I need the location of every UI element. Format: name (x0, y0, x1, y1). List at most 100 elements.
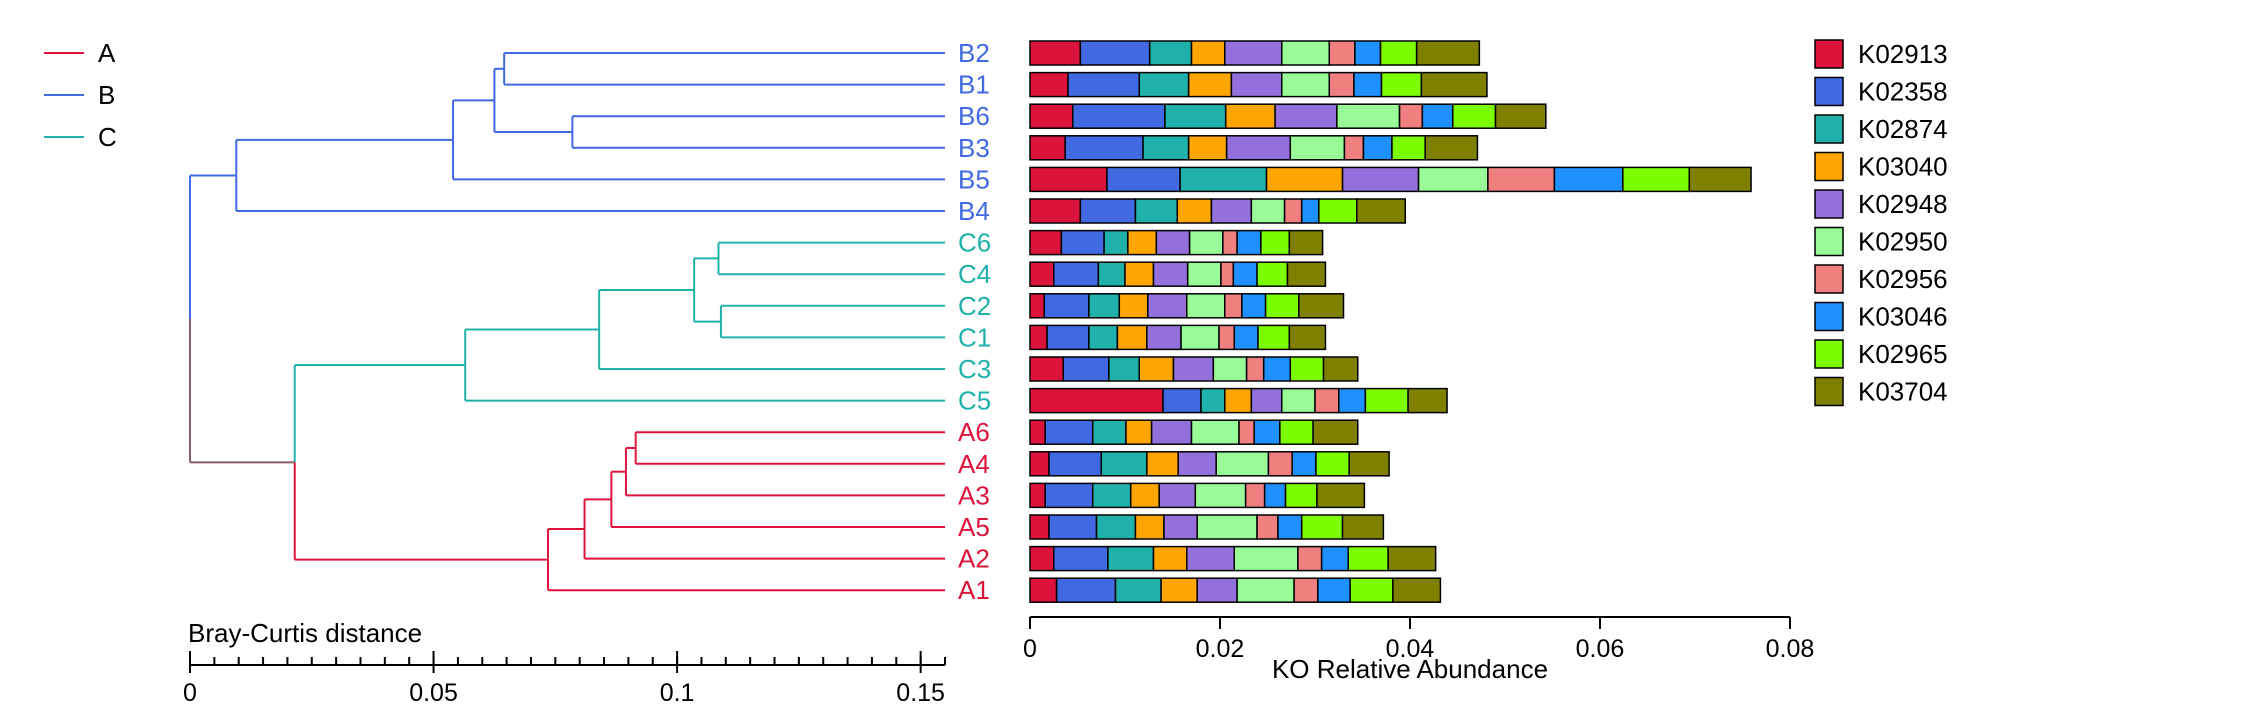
bar-C1-K02913 (1029, 324, 1048, 351)
distance-axis-label: Bray-Curtis distance (188, 618, 422, 648)
bar-C3-K02913 (1029, 356, 1064, 382)
bar-B3-K02950 (1289, 135, 1346, 161)
bar-C6-K02965 (1260, 229, 1291, 256)
ko-legend-swatch-K03704 (1814, 376, 1844, 407)
bar-C6-K02874 (1103, 229, 1129, 256)
bar-A1-K02950 (1236, 577, 1295, 603)
ko-legend-label-K02874: K02874 (1858, 114, 1948, 144)
bar-B1-K02950 (1281, 71, 1330, 98)
bar-C5-K02950 (1281, 387, 1316, 414)
ko-legend-swatch-K02913 (1814, 39, 1844, 69)
bar-A4-K02956 (1267, 451, 1293, 477)
bar-A6-K02956 (1238, 419, 1255, 445)
bar-A6-K02965 (1279, 419, 1314, 445)
ko-legend: K02913 K02358 K02874 K03040 K02948 K02950 K029… (1814, 39, 1948, 407)
bar-C4-K03704 (1286, 261, 1327, 287)
bar-B6-K03040 (1224, 103, 1276, 129)
ko-legend-label-K03040: K03040 (1858, 152, 1948, 182)
bar-A4-K03046 (1291, 451, 1317, 477)
abundance-tick-label: 0.08 (1766, 635, 1815, 663)
bar-C6-K02950 (1188, 229, 1224, 256)
bar-B4-K03046 (1300, 198, 1320, 224)
bar-B3-K02358 (1064, 135, 1144, 161)
bar-A1-K02965 (1349, 577, 1394, 603)
bar-A1-K03704 (1392, 577, 1442, 603)
bar-A3-K02956 (1244, 482, 1266, 509)
abundance-tick-label: 0 (1023, 635, 1037, 663)
bar-C2-K02948 (1147, 293, 1188, 319)
bar-B6-K02913 (1029, 103, 1074, 129)
bar-C2-K02965 (1264, 293, 1300, 319)
bar-C3-K03046 (1262, 356, 1292, 382)
bar-A3-K02948 (1158, 482, 1197, 509)
bar-A4-K03704 (1348, 451, 1390, 477)
bar-C1-K02948 (1146, 324, 1182, 351)
bar-C1-K03046 (1233, 324, 1259, 351)
leaf-label-B2: B2 (958, 38, 990, 68)
bar-C3-K02358 (1062, 356, 1110, 382)
stacked-bars (1029, 40, 1752, 603)
leaf-label-C1: C1 (958, 322, 991, 352)
bar-A6-K02950 (1190, 419, 1240, 445)
bar-C5-K03046 (1338, 387, 1367, 414)
bar-C4-K03040 (1124, 261, 1155, 287)
bar-B2-K02874 (1148, 40, 1193, 66)
bar-A5-K02358 (1048, 514, 1098, 540)
bar-A6-K02358 (1044, 419, 1094, 445)
bar-A4-K02950 (1215, 451, 1270, 477)
bar-C1-K02956 (1218, 324, 1236, 351)
bar-B2-K02948 (1224, 40, 1283, 66)
bar-B4-K02948 (1210, 198, 1253, 224)
bar-B6-K02874 (1164, 103, 1227, 129)
bar-A1-K02956 (1293, 577, 1319, 603)
bar-C5-K02874 (1200, 387, 1226, 414)
bar-C1-K03704 (1288, 324, 1327, 351)
bar-C2-K02874 (1088, 293, 1121, 319)
ko-legend-swatch-K03040 (1814, 151, 1844, 182)
bar-B5-K03704 (1688, 166, 1752, 193)
bar-A2-K02874 (1107, 545, 1155, 572)
bar-B2-K02965 (1379, 40, 1418, 66)
leaf-label-C3: C3 (958, 354, 991, 384)
bar-B5-K03046 (1553, 166, 1624, 193)
bar-B5-K02956 (1487, 166, 1556, 193)
bar-B3-K03040 (1187, 135, 1228, 161)
bar-C1-K02965 (1257, 324, 1291, 351)
bar-A5-K02965 (1300, 514, 1344, 540)
bar-A1-K02913 (1029, 577, 1058, 603)
bar-A1-K02358 (1055, 577, 1117, 603)
bar-B6-K03704 (1494, 103, 1547, 129)
bar-C6-K03046 (1236, 229, 1262, 256)
distance-tick-label: 0.15 (896, 679, 945, 707)
bar-C3-K02950 (1212, 356, 1248, 382)
bar-C3-K02965 (1289, 356, 1325, 382)
bar-A3-K03046 (1263, 482, 1287, 509)
bar-A5-K03040 (1134, 514, 1165, 540)
bar-A3-K02913 (1029, 482, 1046, 509)
bar-B6-K02948 (1274, 103, 1338, 129)
bar-C2-K03040 (1118, 293, 1149, 319)
ko-legend-swatch-K02950 (1814, 226, 1844, 257)
bar-B2-K03704 (1415, 40, 1481, 66)
bar-B3-K03704 (1424, 135, 1479, 161)
bar-A4-K02874 (1100, 451, 1148, 477)
bar-C4-K03046 (1232, 261, 1258, 287)
distance-tick-label: 0.1 (660, 679, 695, 707)
bar-A5-K02956 (1256, 514, 1279, 540)
bar-A6-K03046 (1253, 419, 1281, 445)
bar-B3-K02965 (1391, 135, 1426, 161)
bar-A2-K02956 (1297, 545, 1323, 572)
leaf-label-B4: B4 (958, 196, 990, 226)
bar-B5-K02948 (1341, 166, 1420, 193)
bar-C5-K02965 (1364, 387, 1409, 414)
bar-A2-K03046 (1320, 545, 1350, 572)
bar-A2-K02913 (1029, 545, 1055, 572)
bar-B5-K02358 (1106, 166, 1181, 193)
bar-B1-K02874 (1138, 71, 1190, 98)
bar-C5-K02913 (1029, 387, 1164, 414)
bar-A1-K02948 (1196, 577, 1238, 603)
leaf-label-A5: A5 (958, 512, 990, 542)
bar-C4-K02965 (1256, 261, 1289, 287)
ko-legend-label-K02950: K02950 (1858, 227, 1948, 257)
ko-legend-label-K02956: K02956 (1858, 264, 1948, 294)
